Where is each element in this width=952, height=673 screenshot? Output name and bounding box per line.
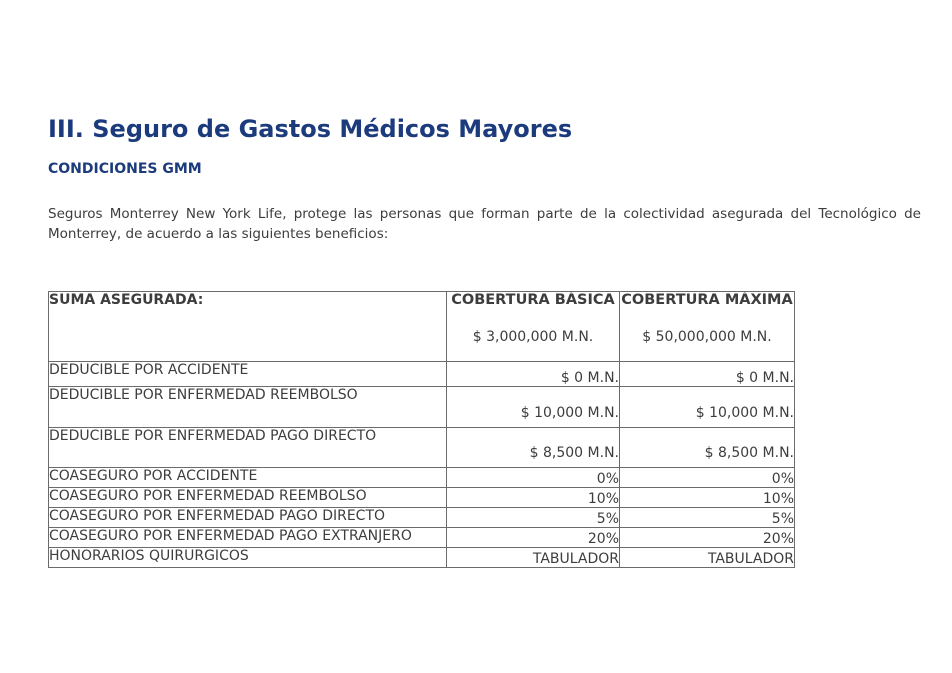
maxima-value: 10%: [619, 487, 795, 508]
header-cobertura-basica-amount: $ 3,000,000 M.N.: [472, 329, 594, 345]
basica-value: 0%: [446, 467, 620, 488]
table-row: DEDUCIBLE POR ENFERMEDAD REEMBOLSO $ 10,…: [48, 386, 795, 428]
header-cobertura-basica-title: COBERTURA BÁSICA: [451, 292, 615, 309]
maxima-value: TABULADOR: [619, 547, 795, 568]
maxima-value: $ 10,000 M.N.: [619, 386, 795, 428]
row-label: DEDUCIBLE POR ENFERMEDAD PAGO DIRECTO: [48, 427, 447, 468]
header-suma-asegurada: SUMA ASEGURADA:: [48, 291, 447, 362]
maxima-value: $ 0 M.N.: [619, 361, 795, 387]
basica-value: $ 8,500 M.N.: [446, 427, 620, 468]
row-label: DEDUCIBLE POR ACCIDENTE: [48, 361, 447, 387]
maxima-value: $ 8,500 M.N.: [619, 427, 795, 468]
basica-value: TABULADOR: [446, 547, 620, 568]
table-row: DEDUCIBLE POR ENFERMEDAD PAGO DIRECTO $ …: [48, 427, 795, 468]
basica-value: $ 0 M.N.: [446, 361, 620, 387]
basica-value: $ 10,000 M.N.: [446, 386, 620, 428]
section-subtitle: CONDICIONES GMM: [48, 161, 202, 177]
basica-value: 10%: [446, 487, 620, 508]
maxima-value: 0%: [619, 467, 795, 488]
row-label: COASEGURO POR ENFERMEDAD PAGO EXTRANJERO: [48, 527, 447, 548]
header-cobertura-maxima-amount: $ 50,000,000 M.N.: [642, 329, 772, 345]
table-row: COASEGURO POR ENFERMEDAD PAGO DIRECTO 5%…: [48, 507, 795, 528]
maxima-value: 20%: [619, 527, 795, 548]
row-label: DEDUCIBLE POR ENFERMEDAD REEMBOLSO: [48, 386, 447, 428]
table-row: COASEGURO POR ENFERMEDAD REEMBOLSO 10% 1…: [48, 487, 795, 508]
header-cobertura-maxima-title: COBERTURA MÁXIMA: [621, 292, 793, 309]
header-cobertura-basica: COBERTURA BÁSICA $ 3,000,000 M.N.: [446, 291, 620, 362]
maxima-value: 5%: [619, 507, 795, 528]
page-title: III. Seguro de Gastos Médicos Mayores: [48, 115, 573, 143]
basica-value: 20%: [446, 527, 620, 548]
table-row: HONORARIOS QUIRURGICOS TABULADOR TABULAD…: [48, 547, 795, 568]
row-label: COASEGURO POR ACCIDENTE: [48, 467, 447, 488]
table-row: DEDUCIBLE POR ACCIDENTE $ 0 M.N. $ 0 M.N…: [48, 361, 795, 387]
header-cobertura-maxima: COBERTURA MÁXIMA $ 50,000,000 M.N.: [619, 291, 795, 362]
row-label: COASEGURO POR ENFERMEDAD REEMBOLSO: [48, 487, 447, 508]
row-label: COASEGURO POR ENFERMEDAD PAGO DIRECTO: [48, 507, 447, 528]
benefits-table: SUMA ASEGURADA: COBERTURA BÁSICA $ 3,000…: [48, 291, 795, 568]
table-header-row: SUMA ASEGURADA: COBERTURA BÁSICA $ 3,000…: [48, 291, 795, 362]
intro-paragraph: Seguros Monterrey New York Life, protege…: [48, 206, 921, 242]
row-label: HONORARIOS QUIRURGICOS: [48, 547, 447, 568]
basica-value: 5%: [446, 507, 620, 528]
table-row: COASEGURO POR ENFERMEDAD PAGO EXTRANJERO…: [48, 527, 795, 548]
table-row: COASEGURO POR ACCIDENTE 0% 0%: [48, 467, 795, 488]
